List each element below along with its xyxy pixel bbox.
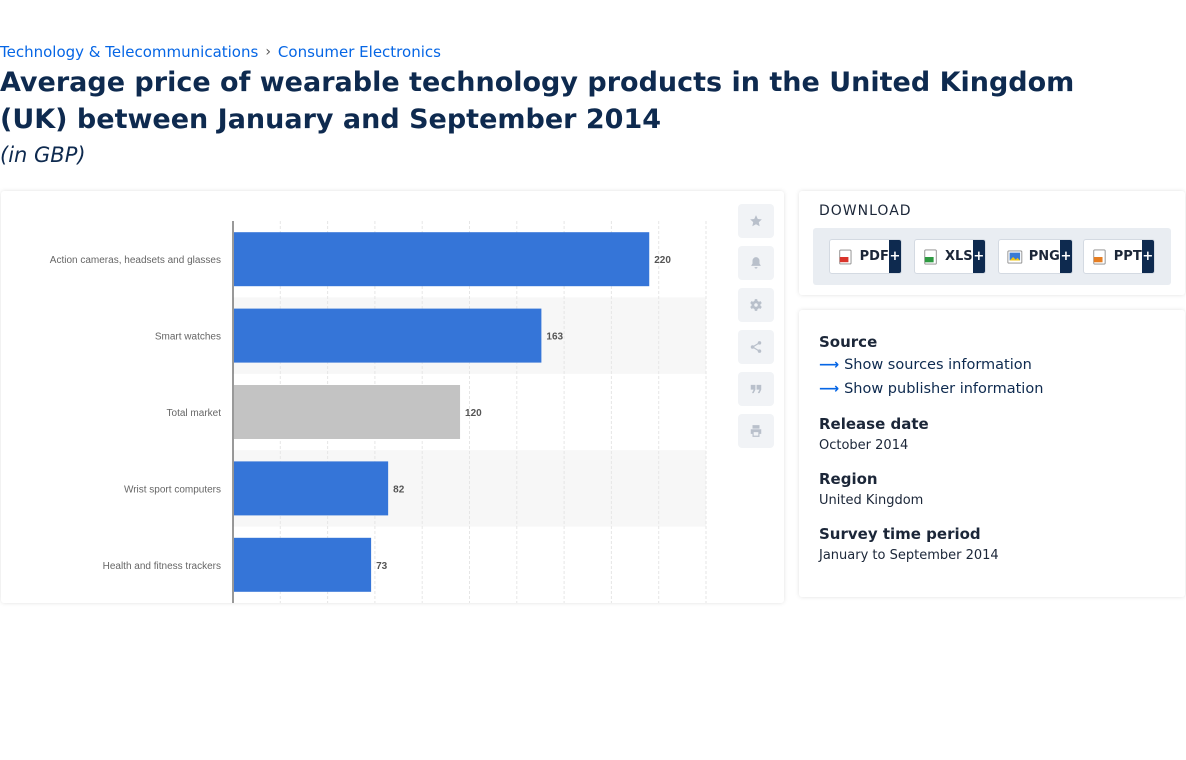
download-panel: DOWNLOAD PDF + XLS + PNG + PPT + [799,191,1185,295]
category-label: Health and fitness trackers [103,561,221,572]
category-label: Total market [167,408,222,419]
show-sources-link[interactable]: ⟶ Show sources information [819,357,1032,373]
favorite-button[interactable] [738,204,774,238]
show-publisher-link[interactable]: ⟶ Show publisher information [819,381,1043,397]
download-png-button[interactable]: PNG + [998,239,1073,274]
survey-period-value: January to September 2014 [819,548,999,563]
plus-icon: + [888,240,901,273]
category-label: Wrist sport computers [124,484,221,495]
breadcrumb-separator: › [265,44,271,60]
pdf-file-icon [839,249,852,264]
page-subtitle: (in GBP) [0,143,86,167]
bar [234,232,650,287]
bar [234,461,389,516]
settings-button[interactable] [738,288,774,322]
print-button[interactable] [738,414,774,448]
plus-icon: + [972,240,985,273]
bar-chart: Action cameras, headsets and glasses 220 S… [50,221,707,603]
download-heading: DOWNLOAD [819,203,912,219]
download-ppt-button[interactable]: PPT + [1083,239,1155,274]
breadcrumb-link-technology[interactable]: Technology & Telecommunications [0,43,259,61]
info-panel: Source ⟶ Show sources information ⟶ Show… [799,310,1185,597]
data-label: 82 [393,484,405,495]
data-label: 163 [546,332,563,343]
download-pdf-label: PDF [859,249,889,264]
plus-icon: + [1141,240,1154,273]
breadcrumb-link-consumer-electronics[interactable]: Consumer Electronics [277,43,441,61]
data-label: 220 [654,255,671,266]
share-icon [750,341,762,353]
download-pdf-button[interactable]: PDF + [829,239,902,274]
arrow-right-icon: ⟶ [819,381,840,397]
gear-icon [750,299,762,311]
arrow-right-icon: ⟶ [819,357,840,373]
show-sources-text: Show sources information [844,357,1032,373]
category-label: Action cameras, headsets and glasses [50,255,221,266]
chart-card: Action cameras, headsets and glasses 220 S… [1,191,784,603]
notification-button[interactable] [738,246,774,280]
bell-icon [751,257,761,269]
download-ppt-label: PPT [1113,249,1142,264]
page-title: Average price of wearable technology pro… [0,67,1075,135]
star-icon [750,215,762,227]
quote-icon [750,384,762,394]
bar [234,385,461,439]
ppt-file-icon [1093,249,1106,264]
category-label: Smart watches [155,332,221,343]
source-label: Source [819,333,878,351]
download-png-label: PNG [1028,249,1060,264]
data-label: 73 [376,561,388,572]
show-publisher-text: Show publisher information [844,381,1044,397]
release-date-value: October 2014 [819,438,909,453]
print-icon [750,425,762,437]
region-value: United Kingdom [819,493,924,508]
cite-button[interactable] [738,372,774,406]
download-button-bar: PDF + XLS + PNG + PPT + [813,228,1171,285]
download-xls-button[interactable]: XLS + [914,239,986,274]
download-xls-label: XLS [944,249,973,264]
share-button[interactable] [738,330,774,364]
plus-icon: + [1059,240,1072,273]
bar [234,308,542,363]
survey-period-label: Survey time period [819,525,981,543]
breadcrumb: Technology & Telecommunications › Consum… [0,43,441,61]
region-label: Region [819,470,878,488]
bar [234,537,372,592]
xls-file-icon [924,248,937,265]
release-date-label: Release date [819,415,929,433]
png-file-icon [1007,249,1023,264]
data-label: 120 [465,408,482,419]
